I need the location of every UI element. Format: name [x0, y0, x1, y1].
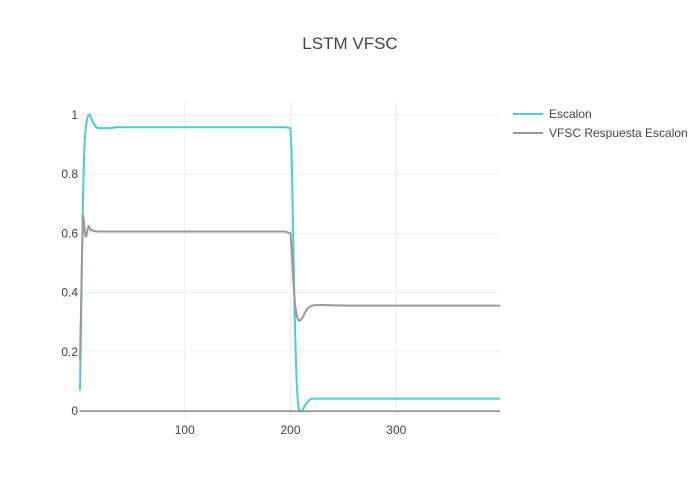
y-tick-label: 0.6 — [61, 226, 78, 240]
legend-item[interactable]: Escalon — [513, 107, 592, 121]
series-layer — [79, 113, 500, 413]
x-tick-label: 200 — [281, 423, 301, 437]
y-tick-label: 0.2 — [61, 345, 78, 359]
chart-title: LSTM VFSC — [302, 34, 397, 53]
y-tick-label: 0 — [71, 404, 78, 418]
y-tick-label: 1 — [71, 108, 78, 122]
y-tick-label: 0.8 — [61, 167, 78, 181]
x-tick-label: 300 — [386, 423, 406, 437]
legend[interactable]: Escalon VFSC Respuesta Escalon — [513, 107, 688, 140]
tick-labels: 100 200 300 0 0.2 0.4 0.6 0.8 1 — [61, 108, 406, 437]
x-tick-label: 100 — [175, 423, 195, 437]
y-tick-label: 0.4 — [61, 286, 78, 300]
vfsc-respuesta-line — [79, 214, 500, 361]
legend-item[interactable]: VFSC Respuesta Escalon — [513, 126, 688, 140]
legend-label: VFSC Respuesta Escalon — [549, 126, 688, 140]
escalon-line — [79, 113, 500, 413]
legend-label: Escalon — [549, 107, 592, 121]
